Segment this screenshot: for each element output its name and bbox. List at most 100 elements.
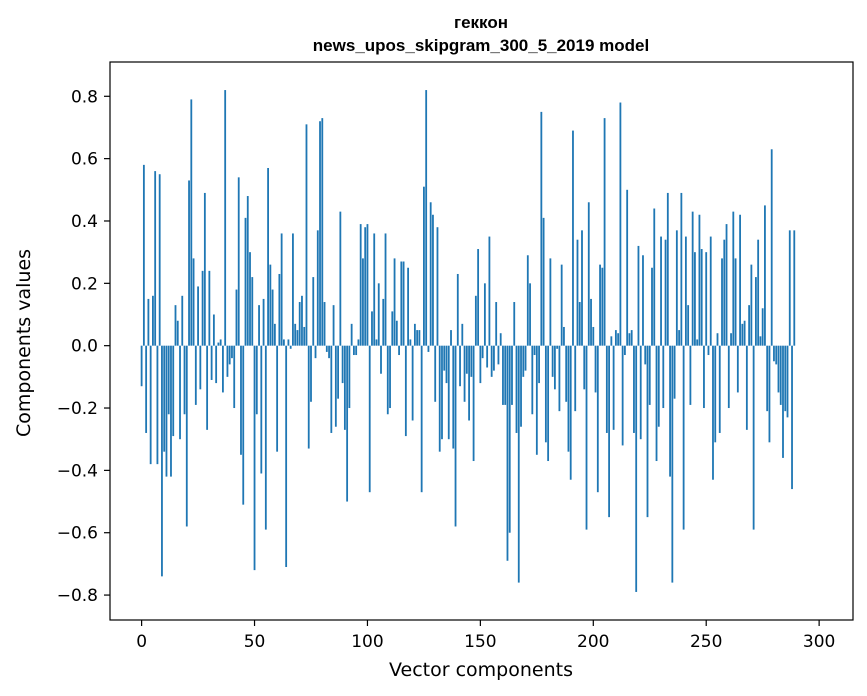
bar — [154, 171, 157, 346]
bar — [700, 249, 703, 346]
bar — [585, 345, 588, 530]
bar — [481, 345, 484, 359]
bar — [334, 345, 337, 427]
bar — [477, 249, 480, 346]
bar — [423, 186, 425, 346]
bar — [617, 333, 620, 346]
bar — [404, 345, 407, 437]
bar — [226, 345, 229, 377]
bar — [294, 323, 297, 346]
bar — [271, 289, 274, 346]
x-tick-label: 250 — [690, 632, 722, 652]
bar — [348, 345, 351, 409]
y-tick-label: 0.4 — [71, 212, 98, 232]
bar — [145, 345, 148, 433]
bar — [730, 333, 732, 346]
bar — [240, 345, 242, 455]
bar — [280, 233, 283, 346]
bar — [578, 302, 581, 346]
bar — [199, 345, 202, 390]
bar — [260, 345, 263, 474]
bar — [253, 345, 256, 571]
bar — [210, 345, 213, 380]
bar — [174, 305, 177, 346]
bar — [680, 192, 683, 346]
bar — [504, 345, 507, 405]
bar — [328, 345, 330, 359]
bar — [450, 330, 452, 346]
bar — [766, 345, 769, 412]
bar — [321, 118, 324, 346]
bar — [359, 224, 362, 346]
bar — [206, 345, 209, 430]
bar — [773, 345, 775, 362]
bar — [456, 273, 459, 346]
bar — [721, 258, 723, 346]
bar — [330, 345, 333, 433]
bar — [161, 345, 163, 577]
bar — [305, 124, 308, 346]
bar — [709, 236, 712, 346]
bar — [671, 345, 674, 583]
bar — [779, 345, 782, 405]
x-tick-label: 150 — [464, 632, 496, 652]
bar — [673, 345, 676, 399]
bar — [357, 339, 360, 346]
bar — [786, 345, 789, 418]
bar — [716, 333, 719, 346]
bar — [648, 345, 651, 405]
bar — [549, 258, 552, 346]
bar — [350, 323, 353, 346]
bar — [698, 214, 701, 346]
bar — [495, 302, 498, 346]
bar — [619, 102, 622, 346]
bar — [332, 305, 335, 346]
bar — [741, 323, 744, 346]
bar — [782, 345, 784, 458]
bar — [653, 208, 656, 346]
bar — [251, 277, 254, 346]
bar — [228, 345, 231, 365]
bar — [664, 239, 667, 346]
bar — [646, 345, 649, 518]
bar — [714, 345, 717, 443]
bar — [572, 130, 574, 346]
bar — [691, 211, 694, 346]
bar — [599, 264, 601, 346]
bar — [563, 326, 565, 346]
bar — [775, 345, 778, 365]
bar — [246, 196, 249, 346]
bar — [533, 345, 536, 356]
bar — [203, 192, 206, 346]
bars-group — [140, 90, 796, 592]
bar — [526, 255, 529, 346]
y-tick-label: 0.8 — [71, 87, 98, 107]
bar — [373, 233, 376, 346]
bar — [788, 230, 791, 346]
bar — [179, 345, 181, 440]
bar — [337, 345, 339, 399]
bar — [553, 345, 556, 390]
y-tick-label: −0.6 — [57, 524, 98, 544]
bar — [343, 345, 346, 430]
bar — [759, 336, 762, 346]
bar — [522, 345, 525, 377]
bar — [574, 345, 577, 412]
bar — [219, 339, 222, 346]
bar — [420, 345, 423, 493]
bar — [346, 345, 349, 502]
bar — [459, 345, 461, 387]
bar — [538, 345, 540, 384]
bar — [427, 345, 430, 352]
bar — [666, 192, 669, 346]
y-tick-label: −0.4 — [57, 461, 98, 481]
bar — [418, 330, 421, 346]
bar — [278, 273, 281, 346]
bar — [170, 345, 172, 477]
bar — [540, 111, 543, 346]
bar — [395, 320, 398, 346]
bar — [402, 261, 405, 346]
bar — [547, 345, 550, 462]
bar — [531, 345, 534, 415]
